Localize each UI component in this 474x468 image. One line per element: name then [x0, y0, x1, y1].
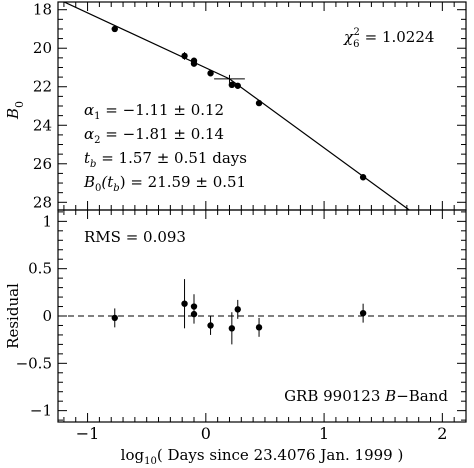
x-tick-label: 1 — [319, 424, 329, 443]
b0tb-open: (t — [101, 173, 114, 191]
bottom-panel: −1 −0.5 0 0.5 1 −1 0 1 2 Residual RMS = 0.093 G… — [4, 209, 467, 467]
b0tb-sub2: b — [113, 183, 119, 194]
grb-band-annotation: GRB 990123 B−Band — [284, 387, 448, 405]
tb-value: = 1.57 ± 0.51 days — [96, 149, 247, 167]
data-point — [190, 60, 198, 67]
top-data-points — [111, 25, 367, 181]
b0tb-value: ) = 21.59 ± 0.51 — [120, 173, 246, 191]
top-y-axis-label: B0 — [4, 101, 26, 120]
x-tick-label: 2 — [437, 424, 447, 443]
y-tick-label: 24 — [33, 116, 52, 134]
data-point — [228, 81, 236, 89]
chi-value: = 1.0224 — [360, 28, 435, 46]
y-tick-label: 22 — [33, 78, 52, 96]
alpha1-symbol: α — [84, 101, 94, 119]
b0tb-sub: 0 — [95, 183, 101, 194]
data-point — [111, 25, 118, 33]
data-point — [255, 99, 263, 107]
x-axis-label-rest: ( Days since 23.4076 Jan. 1999 ) — [157, 446, 403, 464]
chi-subscript: 6 — [353, 39, 359, 50]
y-tick-label: 26 — [33, 155, 52, 173]
tb-symbol: t — [84, 149, 91, 167]
y-tick-label: 20 — [33, 39, 52, 57]
x-axis-label-log: log — [121, 446, 145, 464]
top-axis-ticks — [58, 2, 467, 210]
y-tick-label: 18 — [33, 1, 52, 19]
residual-point — [181, 300, 188, 307]
y-tick-label: 1 — [42, 212, 52, 230]
alpha2-value: = −1.81 ± 0.14 — [101, 125, 225, 143]
break-time-marker — [214, 74, 245, 83]
bottom-y-axis-label: Residual — [4, 283, 22, 349]
y-tick-label: −1 — [30, 402, 52, 420]
x-axis-label-sub: 10 — [144, 456, 157, 467]
residual-point — [228, 325, 236, 332]
y-tick-label: 0.5 — [28, 260, 52, 278]
alpha2-symbol: α — [84, 125, 94, 143]
chi-superscript: 2 — [353, 27, 359, 38]
top-y-axis-label-main: B — [4, 108, 22, 120]
residual-point — [234, 306, 241, 313]
y-tick-label: 28 — [33, 193, 52, 211]
x-axis-label: log10( Days since 23.4076 Jan. 1999 ) — [121, 446, 404, 467]
top-y-axis-label-sub: 0 — [13, 101, 26, 108]
bottom-y-tick-labels: −1 −0.5 0 0.5 1 — [16, 212, 52, 419]
x-tick-label: 0 — [201, 424, 211, 443]
residual-point — [255, 324, 263, 331]
residual-point — [111, 314, 118, 322]
chi-square-annotation: χ62 = 1.0224 — [343, 27, 434, 50]
data-point — [234, 82, 241, 89]
alpha1-sub: 1 — [94, 111, 100, 122]
alpha1-value: = −1.11 ± 0.12 — [101, 101, 225, 119]
y-tick-label: −0.5 — [16, 354, 52, 372]
grb-band-letter: B — [384, 387, 396, 405]
tb-sub: b — [90, 159, 96, 170]
break-time-annotation: tb = 1.57 ± 0.51 days — [84, 149, 247, 170]
b0tb-symbol: B — [83, 173, 95, 191]
break-magnitude-annotation: B0(tb) = 21.59 ± 0.51 — [83, 173, 246, 194]
bottom-axis-ticks — [58, 210, 467, 422]
chi-symbol: χ — [343, 28, 354, 46]
y-tick-label: 0 — [42, 307, 52, 325]
rms-annotation: RMS = 0.093 — [84, 228, 186, 246]
grb-name: GRB 990123 — [284, 387, 385, 405]
residual-point — [359, 309, 367, 317]
data-point — [181, 52, 188, 60]
data-point — [359, 174, 367, 181]
grb-band-suffix: −Band — [396, 387, 448, 405]
bottom-x-tick-labels: −1 0 1 2 — [76, 424, 448, 443]
alpha2-annotation: α2 = −1.81 ± 0.14 — [84, 125, 224, 146]
alpha2-sub: 2 — [94, 135, 100, 146]
residual-data-points — [111, 279, 367, 345]
residual-point — [190, 310, 198, 318]
x-tick-label: −1 — [76, 424, 100, 443]
top-y-tick-labels: 18 20 22 24 26 28 — [33, 1, 52, 212]
data-point — [207, 70, 214, 77]
alpha1-annotation: α1 = −1.11 ± 0.12 — [84, 101, 224, 122]
residual-point — [207, 322, 214, 329]
